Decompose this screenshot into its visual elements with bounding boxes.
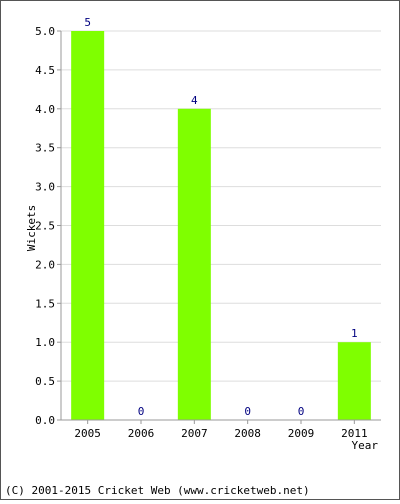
- bar: [337, 342, 371, 420]
- bar-value-label: 0: [244, 405, 251, 418]
- x-tick-label: 2011: [341, 427, 368, 440]
- x-axis-title: Year: [352, 439, 379, 452]
- y-tick-label: 0.5: [35, 375, 55, 388]
- y-tick-label: 5.0: [35, 25, 55, 38]
- y-axis-title: Wickets: [25, 205, 38, 251]
- copyright-text: (C) 2001-2015 Cricket Web (www.cricketwe…: [5, 484, 310, 497]
- labels: 0.0 0.5 1.0 1.5 2.0 2.5 3.0 3.5 4.0 4.5 5.0 2005 5 20…: [35, 16, 367, 440]
- bar-value-label: 4: [191, 94, 198, 107]
- y-tick-label: 2.0: [35, 258, 55, 271]
- y-tick-label: 4.0: [35, 103, 55, 116]
- y-tick-label: 0.0: [35, 414, 55, 427]
- bar: [71, 31, 105, 420]
- x-tick-label: 2009: [288, 427, 315, 440]
- y-tick-label: 4.5: [35, 64, 55, 77]
- bar: [177, 108, 211, 421]
- y-tick-label: 1.0: [35, 336, 55, 349]
- y-tick-label: 3.5: [35, 142, 55, 155]
- x-tick-label: 2005: [74, 427, 101, 440]
- y-tick-label: 2.5: [35, 220, 55, 233]
- bar-value-label: 0: [138, 405, 145, 418]
- axes: [60, 31, 381, 421]
- bar-value-label: 1: [351, 327, 358, 340]
- bar-value-label: 5: [84, 16, 91, 29]
- y-tick-label: 3.0: [35, 181, 55, 194]
- x-tick-label: 2006: [128, 427, 155, 440]
- x-tick-label: 2008: [234, 427, 261, 440]
- y-tick-label: 1.5: [35, 297, 55, 310]
- bar-value-label: 0: [298, 405, 305, 418]
- x-tick-label: 2007: [181, 427, 208, 440]
- bars: [71, 31, 371, 421]
- gridlines: [57, 30, 381, 424]
